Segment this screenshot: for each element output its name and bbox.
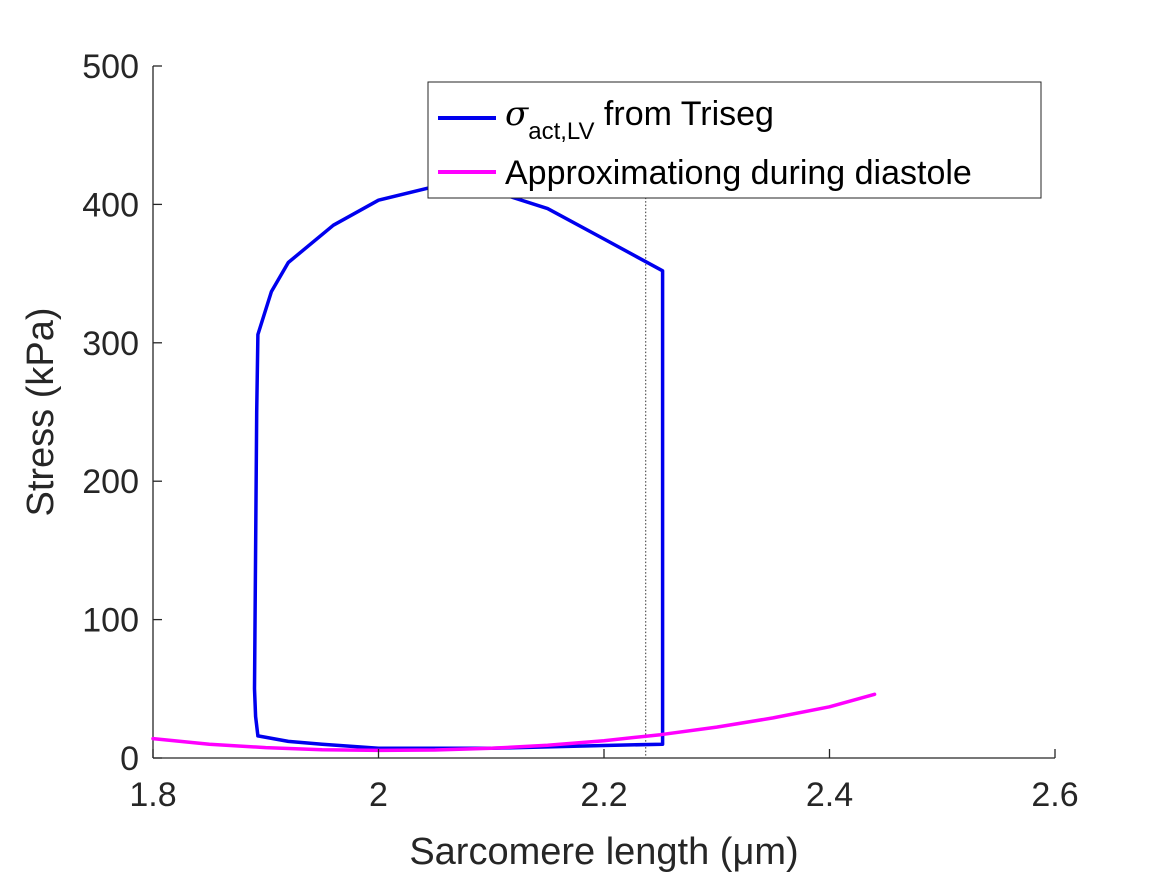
y-tick-label: 300 — [82, 325, 139, 363]
series-line-approximation — [151, 692, 877, 753]
legend-suffix: from Triseg — [594, 95, 773, 133]
series-line-triseg — [252, 184, 665, 751]
x-tick-label: 2 — [369, 776, 388, 814]
x-tick-label: 1.8 — [129, 776, 176, 814]
tick-layer: 1.8 2 2.2 2.4 2.6 0 100 200 300 400 500 — [82, 48, 1078, 814]
legend-entry-approximation: Approximationg during diastole — [505, 154, 972, 192]
legend-box — [427, 81, 1042, 199]
legend-sigma-symbol: σ — [505, 94, 529, 134]
x-axis-label: Sarcomere length (μm) — [409, 831, 798, 873]
y-tick-label: 100 — [82, 602, 139, 640]
x-tick-label: 2.6 — [1031, 776, 1078, 814]
y-tick-label: 0 — [120, 740, 139, 778]
legend-subscript: act,LV — [528, 118, 594, 145]
y-tick-label: 200 — [82, 463, 139, 501]
series-layer — [151, 184, 877, 753]
y-axis-label: Stress (kPa) — [20, 307, 62, 516]
legend: σact,LV from Triseg Approximationg durin… — [427, 81, 1042, 199]
x-tick-label: 2.4 — [806, 776, 853, 814]
legend-entry-triseg: σact,LV from Triseg — [505, 94, 774, 145]
y-tick-label: 500 — [82, 48, 139, 86]
y-tick-label: 400 — [82, 186, 139, 224]
x-tick-label: 2.2 — [580, 776, 627, 814]
